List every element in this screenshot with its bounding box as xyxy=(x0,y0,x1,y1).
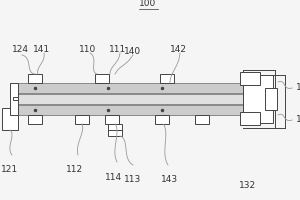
Text: 143: 143 xyxy=(161,176,178,184)
Text: 121: 121 xyxy=(2,166,19,174)
Bar xyxy=(265,88,277,110)
Text: 124: 124 xyxy=(11,45,28,53)
Bar xyxy=(2,108,18,130)
Text: 132: 132 xyxy=(239,180,256,190)
Text: 1: 1 xyxy=(296,84,300,92)
Bar xyxy=(240,72,260,85)
Bar xyxy=(108,124,122,136)
Text: 1: 1 xyxy=(296,116,300,124)
Bar xyxy=(195,115,209,124)
Bar xyxy=(155,115,169,124)
Bar xyxy=(10,83,18,115)
Text: 110: 110 xyxy=(80,45,97,53)
Bar xyxy=(160,74,174,83)
Text: 111: 111 xyxy=(110,45,127,53)
Text: 112: 112 xyxy=(66,166,84,174)
Text: 140: 140 xyxy=(124,46,142,55)
Bar xyxy=(243,75,273,123)
Text: 142: 142 xyxy=(169,45,187,53)
Bar xyxy=(28,74,42,83)
Bar xyxy=(15,83,243,93)
Bar xyxy=(75,115,89,124)
Bar xyxy=(15,94,243,104)
Bar xyxy=(13,97,18,100)
Bar xyxy=(240,112,260,125)
Text: 100: 100 xyxy=(140,0,157,8)
Text: 141: 141 xyxy=(33,45,51,53)
Bar xyxy=(95,74,109,83)
Bar xyxy=(28,115,42,124)
Text: 113: 113 xyxy=(124,176,142,184)
Bar xyxy=(105,115,119,124)
Text: 114: 114 xyxy=(105,172,123,182)
Bar xyxy=(15,105,243,115)
